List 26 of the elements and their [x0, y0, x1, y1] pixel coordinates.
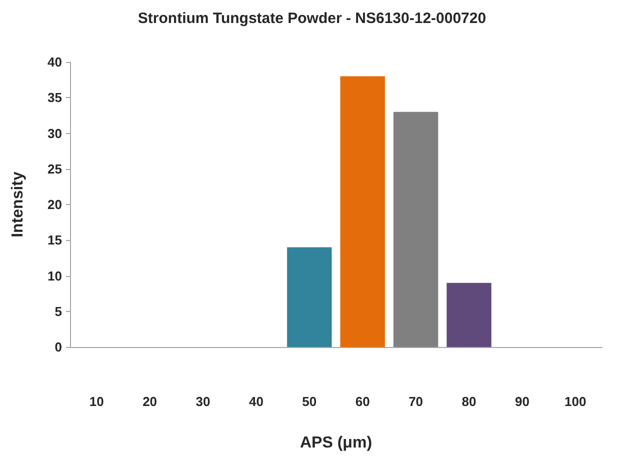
x-tick-label: 90: [514, 394, 530, 409]
bar: [340, 76, 385, 347]
x-tick-label: 100: [564, 394, 586, 409]
x-tick-label: 60: [355, 394, 370, 409]
y-tick-label: 30: [48, 126, 62, 141]
x-tick-label: 50: [302, 394, 317, 409]
bar: [393, 112, 438, 347]
x-axis-title: APS (μm): [300, 434, 372, 452]
y-tick-label: 5: [54, 304, 62, 319]
y-tick-label: 40: [48, 54, 62, 70]
y-tick-label: 10: [48, 268, 62, 284]
x-tick-label: 20: [142, 394, 158, 409]
x-tick-label: 30: [196, 394, 210, 409]
bar: [446, 282, 492, 347]
chart-title: Strontium Tungstate Powder - NS6130-12-000720: [138, 10, 486, 27]
y-tick-label: 15: [48, 232, 62, 248]
x-tick-label: 80: [462, 394, 476, 409]
y-axis-title: Intensity: [10, 172, 26, 238]
y-tick-label: 0: [54, 340, 62, 354]
bar: [287, 247, 332, 347]
y-tick-label: 35: [48, 90, 62, 106]
x-tick-label: 10: [89, 394, 104, 409]
y-tick-label: 25: [48, 161, 62, 176]
x-tick-label: 40: [248, 394, 264, 409]
y-tick-label: 20: [48, 197, 62, 212]
x-tick-label: 70: [408, 394, 424, 409]
